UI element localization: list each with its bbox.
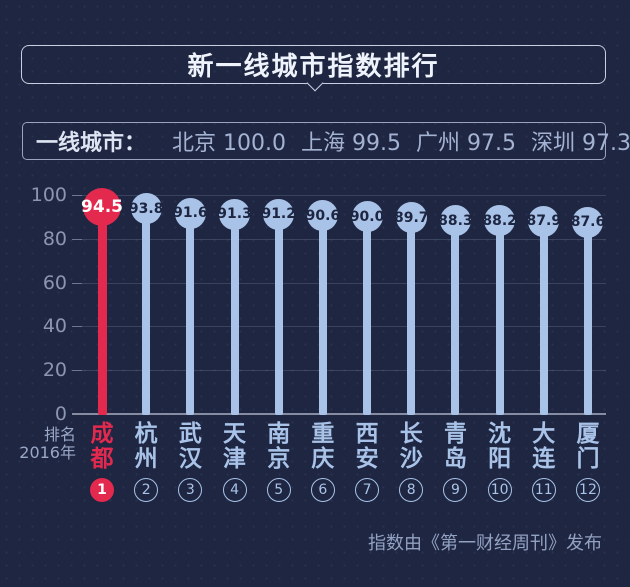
- rank-badge: 7: [355, 478, 380, 502]
- rank-badge: 2: [134, 478, 159, 502]
- y-tick-label: 80: [42, 227, 67, 250]
- city-label: 沈阳: [488, 421, 512, 472]
- rank-badge: 11: [531, 478, 556, 502]
- lollipop-stem: [97, 207, 107, 415]
- city-label: 成都: [90, 421, 114, 472]
- rank-badge: 9: [443, 478, 468, 502]
- tier1-label: 一线城市：: [36, 131, 147, 156]
- rank-badge: 12: [575, 478, 600, 502]
- lollipop-stem: [451, 220, 460, 415]
- city-label: 天津: [223, 421, 247, 472]
- lollipop-stem: [274, 214, 283, 415]
- value-label: 94.5: [81, 197, 123, 218]
- value-label: 90.6: [305, 207, 341, 224]
- tier1-city-name: 上海: [301, 131, 346, 156]
- lollipop-stem: [363, 216, 372, 415]
- y-tick-label: 0: [54, 403, 67, 425]
- rank-badge: 8: [399, 478, 424, 502]
- lollipop-pin: 87.9: [526, 205, 562, 237]
- city-label: 长沙: [399, 421, 423, 472]
- tier1-city-pair: 深圳 97.3: [531, 131, 630, 156]
- city-label: 杭州: [134, 421, 158, 472]
- city-label: 大连: [532, 421, 556, 472]
- source-credit: 指数由《第一财经周刊》发布: [368, 533, 602, 554]
- lollipop-pin: 94.5: [81, 188, 123, 227]
- tier1-city-name: 深圳: [531, 131, 576, 156]
- gridline: [72, 282, 606, 284]
- value-label: 88.2: [482, 212, 517, 229]
- value-label: 93.8: [128, 200, 164, 217]
- value-label: 87.9: [526, 213, 562, 230]
- tier1-city-name: 广州: [416, 131, 461, 156]
- city-label: 南京: [267, 421, 291, 472]
- lollipop-stem: [318, 215, 327, 415]
- lollipop-stem: [186, 213, 195, 415]
- city-label: 厦门: [576, 421, 600, 472]
- y-tick-label: 20: [42, 359, 67, 382]
- x-axis-row-label-line1: 排名: [43, 425, 76, 444]
- value-label: 90.0: [349, 208, 385, 225]
- tier1-city-value: 99.5: [352, 131, 402, 156]
- lollipop-pin: 88.3: [438, 205, 473, 237]
- gridline: [72, 370, 606, 372]
- x-axis-row-label-line2: 2016年: [19, 443, 76, 462]
- lollipop-pin: 90.6: [305, 200, 341, 232]
- tier1-city-value: 97.5: [467, 131, 517, 156]
- value-label: 91.3: [217, 206, 252, 223]
- city-label: 重庆: [311, 421, 335, 472]
- gridline: [72, 238, 606, 240]
- city-label: 武汉: [178, 421, 202, 472]
- tier1-city-value: 97.3: [582, 131, 630, 156]
- tier1-city-pair: 上海 99.5: [301, 131, 401, 156]
- tier1-city-name: 北京: [172, 131, 217, 156]
- tier1-city-pair: 广州 97.5: [416, 131, 516, 156]
- rank-badge: 3: [178, 478, 203, 502]
- value-label: 89.7: [393, 209, 429, 226]
- city-label: 青岛: [443, 421, 467, 472]
- lollipop-stem: [495, 220, 504, 415]
- y-tick-label: 100: [30, 184, 67, 206]
- lollipop-pin: 90.0: [349, 201, 385, 233]
- x-axis-line: [72, 413, 606, 415]
- gridline: [72, 326, 606, 328]
- tier1-pairs: 北京 100.0 上海 99.5 广州 97.5 深圳 97.3: [172, 125, 630, 157]
- y-tick-label: 60: [42, 271, 67, 294]
- rank-badge: 4: [222, 478, 247, 502]
- lollipop-stem: [407, 217, 416, 415]
- gridline: [72, 195, 606, 196]
- lollipop-pin: 89.7: [393, 202, 429, 234]
- x-axis-row-label: 排名 2016年: [0, 426, 76, 462]
- lollipop-pin: 91.2: [261, 198, 296, 230]
- value-label: 88.3: [438, 212, 473, 229]
- lollipop-stem: [539, 221, 548, 415]
- value-label: 91.6: [173, 205, 208, 222]
- tier1-city-pair: 北京 100.0: [172, 131, 286, 156]
- value-label: 87.6: [570, 214, 606, 231]
- lollipop-pin: 91.6: [173, 197, 208, 229]
- lollipop-stem: [142, 208, 151, 415]
- value-label: 91.2: [261, 206, 296, 223]
- tier1-cities-box: 一线城市： 北京 100.0 上海 99.5 广州 97.5 深圳 97.3: [22, 122, 630, 160]
- rank-badge: 10: [487, 478, 512, 502]
- y-tick-label: 40: [42, 315, 67, 338]
- lollipop-pin: 91.3: [217, 198, 252, 230]
- rank-badge: 6: [310, 478, 335, 502]
- lollipop-pin: 87.6: [570, 206, 606, 238]
- lollipop-pin: 88.2: [482, 205, 517, 237]
- rank-badge: 5: [266, 478, 291, 502]
- rank-badge: 1: [90, 478, 114, 502]
- lollipop-stem: [583, 222, 592, 415]
- city-label: 西安: [355, 421, 379, 472]
- lollipop-pin: 93.8: [128, 193, 164, 225]
- tier1-city-value: 100.0: [223, 131, 287, 156]
- lollipop-stem: [230, 214, 239, 415]
